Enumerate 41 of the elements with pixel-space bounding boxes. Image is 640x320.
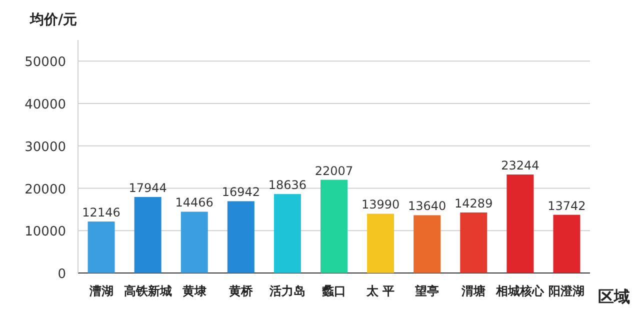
data-label: 18636 xyxy=(268,178,307,192)
y-tick-label: 0 xyxy=(58,267,66,282)
bar xyxy=(414,215,441,273)
data-label: 12146 xyxy=(82,206,120,220)
bar xyxy=(134,196,162,273)
bar xyxy=(227,201,254,273)
x-tick-label: 黄桥 xyxy=(228,284,254,298)
x-tick-label: 渭塘 xyxy=(460,284,486,298)
x-tick-label: 高铁新城 xyxy=(124,284,172,298)
x-tick-label: 阳澄湖 xyxy=(548,284,585,298)
data-label: 16942 xyxy=(222,185,260,200)
x-tick-label: 蠡口 xyxy=(321,284,346,298)
x-tick-label: 望亭 xyxy=(414,284,440,298)
bar xyxy=(180,212,208,273)
y-tick-label: 20000 xyxy=(24,182,66,198)
bar xyxy=(506,174,534,273)
y-axis-title: 均价/元 xyxy=(29,12,78,28)
bar xyxy=(553,214,580,273)
data-label: 13640 xyxy=(408,199,446,214)
data-label: 13990 xyxy=(361,198,400,212)
x-tick-label: 黄埭 xyxy=(181,284,206,298)
bar xyxy=(460,212,488,273)
y-tick-label: 10000 xyxy=(24,224,66,240)
data-label: 22007 xyxy=(314,164,354,178)
x-axis-title: 区域 xyxy=(598,287,630,306)
data-label: 23244 xyxy=(501,158,540,173)
bar xyxy=(88,222,115,273)
bar xyxy=(274,194,301,273)
y-tick-label: 50000 xyxy=(24,55,66,70)
data-label: 13742 xyxy=(548,198,586,213)
data-label: 14289 xyxy=(454,196,493,210)
x-tick-label: 漕湖 xyxy=(88,284,114,298)
data-label: 17944 xyxy=(128,180,167,195)
bar xyxy=(320,180,348,273)
y-tick-label: 30000 xyxy=(24,140,66,155)
data-label: 14466 xyxy=(175,196,214,210)
bar xyxy=(367,214,394,273)
x-tick-label: 太 平 xyxy=(365,284,395,298)
x-tick-label: 活力岛 xyxy=(268,284,306,298)
x-tick-label: 相城核心 xyxy=(495,284,546,298)
y-tick-label: 40000 xyxy=(24,98,66,113)
